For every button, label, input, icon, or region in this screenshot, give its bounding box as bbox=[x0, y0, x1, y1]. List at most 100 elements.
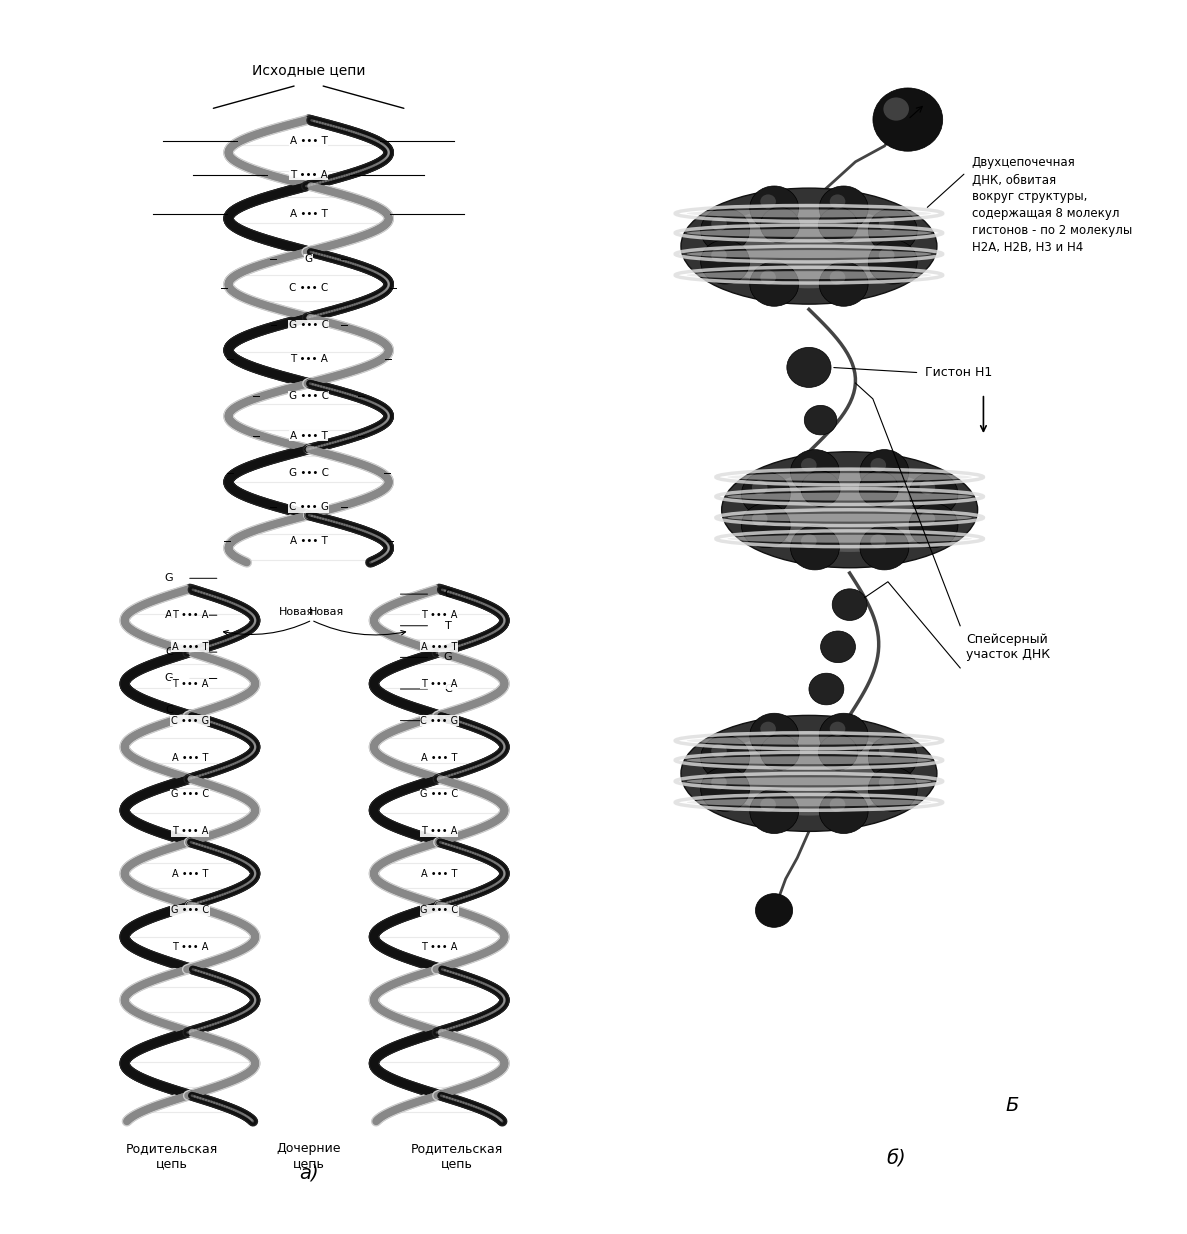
Text: С ••• G: С ••• G bbox=[420, 716, 458, 726]
Text: А ••• Т: А ••• Т bbox=[172, 753, 208, 763]
Circle shape bbox=[801, 534, 817, 548]
Text: Т ••• А: Т ••• А bbox=[172, 827, 208, 837]
Circle shape bbox=[761, 270, 776, 285]
Text: С: С bbox=[165, 705, 173, 716]
Ellipse shape bbox=[728, 534, 972, 543]
Circle shape bbox=[819, 207, 857, 243]
Circle shape bbox=[878, 248, 895, 263]
Text: Спейсерный
участок ДНК: Спейсерный участок ДНК bbox=[966, 633, 1050, 661]
Ellipse shape bbox=[687, 230, 931, 237]
Circle shape bbox=[819, 734, 857, 770]
Text: Т ••• А: Т ••• А bbox=[172, 943, 208, 953]
Circle shape bbox=[700, 768, 749, 811]
Circle shape bbox=[750, 713, 799, 758]
Circle shape bbox=[787, 347, 831, 387]
Circle shape bbox=[805, 405, 837, 434]
Circle shape bbox=[872, 88, 942, 152]
Ellipse shape bbox=[687, 798, 931, 806]
Circle shape bbox=[920, 512, 935, 526]
Text: Т ••• А: Т ••• А bbox=[421, 827, 457, 837]
Circle shape bbox=[761, 207, 799, 243]
Circle shape bbox=[700, 239, 749, 284]
Ellipse shape bbox=[728, 473, 972, 481]
Text: G: G bbox=[444, 716, 452, 726]
Text: Т ••• А: Т ••• А bbox=[172, 679, 208, 689]
Text: G ••• С: G ••• С bbox=[288, 468, 329, 478]
Text: А ••• Т: А ••• Т bbox=[421, 753, 457, 763]
Ellipse shape bbox=[687, 271, 931, 279]
Text: Дочерние
цепь: Дочерние цепь bbox=[277, 1143, 341, 1171]
Text: Гистон Н1: Гистон Н1 bbox=[926, 366, 992, 379]
Text: А ••• Т: А ••• Т bbox=[421, 869, 457, 879]
Text: А: А bbox=[165, 610, 173, 621]
Circle shape bbox=[711, 248, 726, 263]
Text: С ••• G: С ••• G bbox=[288, 502, 329, 512]
Text: G ••• С: G ••• С bbox=[288, 391, 329, 401]
Circle shape bbox=[810, 674, 844, 705]
Text: Т ••• А: Т ••• А bbox=[290, 354, 328, 364]
Circle shape bbox=[870, 458, 886, 473]
Text: а): а) bbox=[299, 1162, 318, 1182]
Ellipse shape bbox=[687, 777, 931, 785]
Text: Т ••• А: Т ••• А bbox=[172, 610, 208, 621]
Circle shape bbox=[869, 239, 918, 284]
Ellipse shape bbox=[756, 468, 942, 552]
Circle shape bbox=[820, 631, 856, 663]
Text: Родительская
цепь: Родительская цепь bbox=[126, 1143, 218, 1171]
Text: G ••• С: G ••• С bbox=[420, 790, 458, 800]
Text: G: G bbox=[305, 254, 312, 264]
Circle shape bbox=[791, 526, 839, 570]
Text: А ••• Т: А ••• Т bbox=[290, 431, 328, 441]
Ellipse shape bbox=[687, 251, 931, 258]
Text: Т ••• А: Т ••• А bbox=[290, 170, 328, 180]
Text: С: С bbox=[165, 647, 173, 658]
Circle shape bbox=[909, 503, 958, 548]
Text: С ••• С: С ••• С bbox=[288, 284, 329, 294]
Text: А ••• Т: А ••• Т bbox=[172, 869, 208, 879]
Circle shape bbox=[878, 217, 895, 231]
Circle shape bbox=[870, 534, 886, 548]
Text: G: G bbox=[444, 653, 452, 663]
Text: Исходные цепи: Исходные цепи bbox=[252, 63, 366, 78]
Circle shape bbox=[750, 790, 799, 833]
Text: G ••• С: G ••• С bbox=[288, 320, 329, 331]
Text: G ••• С: G ••• С bbox=[171, 790, 209, 800]
Circle shape bbox=[819, 713, 868, 758]
Circle shape bbox=[751, 512, 768, 526]
Text: Т: Т bbox=[445, 621, 451, 631]
Circle shape bbox=[801, 458, 817, 473]
Ellipse shape bbox=[722, 452, 978, 568]
Circle shape bbox=[883, 97, 909, 121]
Text: А ••• Т: А ••• Т bbox=[172, 642, 208, 652]
Circle shape bbox=[819, 790, 868, 833]
Text: Т ••• А: Т ••• А bbox=[421, 943, 457, 953]
Ellipse shape bbox=[687, 737, 931, 744]
Circle shape bbox=[791, 449, 839, 494]
Circle shape bbox=[801, 471, 840, 506]
Text: Родительская
цепь: Родительская цепь bbox=[411, 1143, 503, 1171]
Circle shape bbox=[711, 217, 726, 231]
Circle shape bbox=[761, 722, 776, 735]
Circle shape bbox=[750, 186, 799, 231]
Circle shape bbox=[909, 471, 958, 516]
Text: Т ••• А: Т ••• А bbox=[421, 679, 457, 689]
Text: Двухцепочечная
ДНК, обвитая
вокруг структуры,
содержащая 8 молекул
гистонов - по: Двухцепочечная ДНК, обвитая вокруг струк… bbox=[972, 157, 1132, 254]
Ellipse shape bbox=[716, 732, 902, 816]
Text: С: С bbox=[444, 684, 452, 694]
Circle shape bbox=[832, 589, 867, 621]
Circle shape bbox=[859, 471, 899, 506]
Text: Б: Б bbox=[1005, 1096, 1020, 1116]
Circle shape bbox=[742, 503, 791, 548]
Ellipse shape bbox=[716, 204, 902, 289]
Circle shape bbox=[859, 526, 909, 570]
Circle shape bbox=[830, 195, 845, 209]
Circle shape bbox=[830, 797, 845, 812]
Ellipse shape bbox=[728, 492, 972, 501]
Circle shape bbox=[830, 722, 845, 735]
Circle shape bbox=[878, 744, 895, 758]
Circle shape bbox=[859, 449, 909, 494]
Text: Т ••• А: Т ••• А bbox=[421, 610, 457, 621]
Circle shape bbox=[755, 893, 793, 927]
Ellipse shape bbox=[681, 188, 937, 304]
Text: С ••• G: С ••• G bbox=[171, 716, 209, 726]
